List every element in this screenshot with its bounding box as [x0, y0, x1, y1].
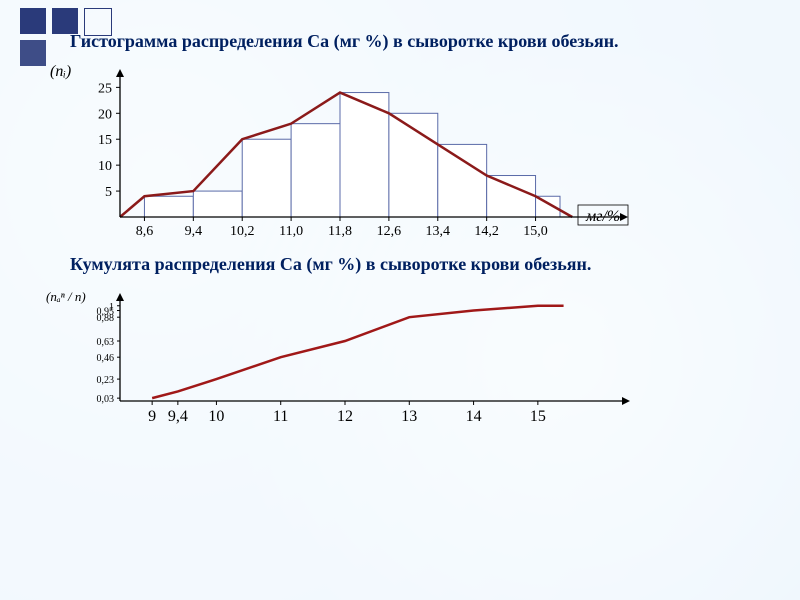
svg-text:15,0: 15,0	[523, 224, 548, 239]
cumulate-chart: (nₐⁿ / n) 0,030,230,460,630,880,95199,41…	[70, 291, 770, 431]
svg-text:0,63: 0,63	[97, 337, 115, 348]
svg-text:0,46: 0,46	[97, 353, 115, 364]
cumulate-y-label: (nₐⁿ / n)	[46, 289, 86, 305]
svg-text:1: 1	[109, 302, 114, 313]
histogram-title: Гистограмма распределения Ca (мг %) в сы…	[70, 30, 770, 53]
svg-text:15: 15	[98, 134, 112, 149]
svg-text:0,23: 0,23	[97, 375, 115, 386]
svg-text:13: 13	[401, 408, 417, 425]
svg-text:13,4: 13,4	[426, 224, 451, 239]
histogram-chart: (nᵢ) 5101520258,69,410,211,011,812,613,4…	[70, 67, 770, 247]
svg-text:9,4: 9,4	[185, 224, 203, 239]
histogram-y-label: (nᵢ)	[50, 63, 71, 81]
svg-text:12: 12	[337, 408, 353, 425]
svg-text:10: 10	[98, 160, 112, 175]
svg-text:11: 11	[273, 408, 288, 425]
svg-text:10,2: 10,2	[230, 224, 255, 239]
svg-text:15: 15	[530, 408, 546, 425]
svg-text:14,2: 14,2	[474, 224, 499, 239]
svg-text:14: 14	[466, 408, 482, 425]
svg-text:10: 10	[208, 408, 224, 425]
svg-text:8,6: 8,6	[136, 224, 154, 239]
svg-text:мг/%: мг/%	[585, 208, 620, 225]
svg-text:20: 20	[98, 108, 112, 123]
svg-text:12,6: 12,6	[377, 224, 402, 239]
svg-text:9,4: 9,4	[168, 408, 188, 425]
svg-text:11,0: 11,0	[279, 224, 303, 239]
svg-text:5: 5	[105, 185, 112, 200]
svg-text:11,8: 11,8	[328, 224, 352, 239]
svg-text:25: 25	[98, 82, 112, 97]
svg-text:9: 9	[148, 408, 156, 425]
cumulate-title: Кумулята распределения Ca (мг %) в сывор…	[70, 253, 770, 276]
svg-text:0,03: 0,03	[97, 394, 115, 405]
